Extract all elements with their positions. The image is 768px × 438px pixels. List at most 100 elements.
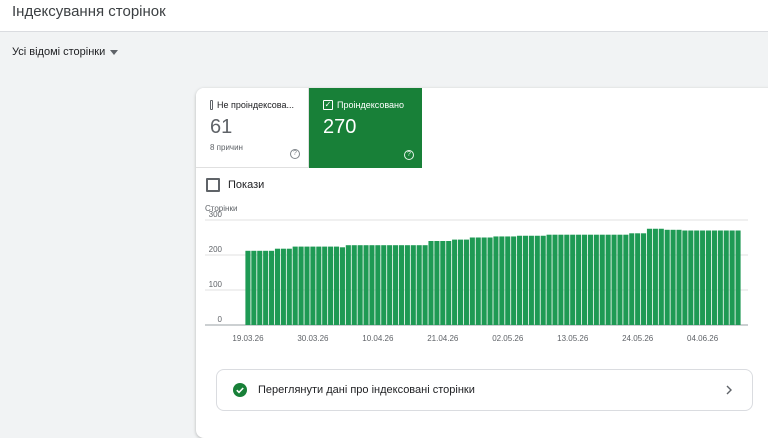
bar <box>688 230 694 325</box>
bar <box>505 236 511 325</box>
bar <box>304 246 310 325</box>
bar <box>440 241 446 325</box>
bar <box>635 233 641 325</box>
bar <box>269 250 275 325</box>
bar <box>469 237 475 325</box>
bar <box>404 245 410 325</box>
x-tick-label: 30.03.26 <box>297 334 329 343</box>
bar <box>475 237 481 325</box>
bar <box>658 228 664 325</box>
bar <box>522 235 529 325</box>
bar <box>416 245 422 325</box>
bar <box>617 234 623 325</box>
bar <box>552 234 558 325</box>
x-tick-label: 13.05.26 <box>557 334 589 343</box>
bar <box>369 245 375 325</box>
y-tick-label: 0 <box>218 315 223 324</box>
bar <box>546 234 552 325</box>
toggle-label: Покази <box>228 179 265 191</box>
bar <box>322 246 328 325</box>
bar <box>676 229 682 325</box>
bar <box>257 250 263 325</box>
bar <box>363 245 369 325</box>
x-tick-label: 21.04.26 <box>427 334 459 343</box>
report-card: Не проіндексова... 61 8 причин ? ✓ Проінд… <box>196 88 768 438</box>
x-tick-label: 24.05.26 <box>622 334 654 343</box>
bar <box>623 234 629 325</box>
tile-label: Не проіндексова... <box>217 100 294 110</box>
bar <box>381 245 387 325</box>
bar <box>292 246 298 325</box>
chart: Сторінки 0 100 200 300 19.03.26 30.03.26 10.04… <box>205 204 748 343</box>
help-icon[interactable]: ? <box>290 149 300 159</box>
bar <box>422 245 428 325</box>
bar <box>576 234 582 325</box>
bar <box>375 245 381 325</box>
bar <box>339 247 345 325</box>
bar <box>274 248 281 325</box>
help-icon[interactable]: ? <box>404 150 414 160</box>
not-indexed-tile[interactable]: Не проіндексова... 61 8 причин ? <box>196 88 309 168</box>
bar <box>345 245 351 325</box>
bar <box>534 235 540 325</box>
bar <box>670 229 676 325</box>
page-title: Індексування сторінок <box>12 3 166 20</box>
bar <box>493 236 499 325</box>
impressions-toggle[interactable]: Покази <box>206 178 264 192</box>
bar <box>652 228 658 325</box>
y-tick-label: 200 <box>209 245 223 254</box>
bar <box>729 230 735 325</box>
bar <box>587 234 593 325</box>
checkbox[interactable] <box>206 178 220 192</box>
bar <box>711 230 717 325</box>
bar <box>316 246 322 325</box>
bar <box>499 236 505 325</box>
bar <box>286 248 292 325</box>
bar <box>245 250 251 325</box>
bar <box>605 234 611 325</box>
bar <box>298 246 304 325</box>
bar <box>280 248 286 325</box>
y-tick-label: 300 <box>209 210 223 219</box>
bar <box>558 234 564 325</box>
bar <box>629 233 635 325</box>
bar <box>333 246 340 325</box>
x-tick-label: 04.06.26 <box>687 334 719 343</box>
checkbox[interactable] <box>210 100 214 110</box>
bar <box>540 235 546 325</box>
filter-dropdown[interactable]: Усі відомі сторінки <box>12 46 106 58</box>
bar <box>428 241 434 325</box>
bar <box>434 241 440 325</box>
y-axis-title: Сторінки <box>205 204 237 213</box>
checkbox[interactable]: ✓ <box>323 100 333 110</box>
bar <box>398 245 405 325</box>
bar <box>570 234 576 325</box>
bar <box>410 245 416 325</box>
bar <box>357 245 363 325</box>
bar <box>328 246 334 325</box>
bar <box>735 230 741 325</box>
bar <box>700 230 706 325</box>
bar <box>705 230 712 325</box>
bar <box>446 241 452 325</box>
x-tick-label: 19.03.26 <box>232 334 264 343</box>
x-tick-label: 02.05.26 <box>492 334 524 343</box>
bar <box>682 230 688 325</box>
header-bar: Індексування сторінок <box>0 0 768 32</box>
indexed-pages-link[interactable]: Переглянути дані про індексовані сторінк… <box>216 369 753 411</box>
bar <box>723 230 729 325</box>
bar <box>564 234 570 325</box>
y-tick-label: 100 <box>209 280 223 289</box>
bar <box>481 237 487 325</box>
check-icon <box>233 383 247 397</box>
bar <box>251 250 257 325</box>
bar <box>351 245 357 325</box>
bar <box>517 235 523 325</box>
dropdown-caret[interactable] <box>110 50 118 55</box>
bar <box>664 229 670 325</box>
tile-note: 8 причин <box>210 143 243 152</box>
link-label: Переглянути дані про індексовані сторінк… <box>258 384 475 396</box>
bar <box>393 245 399 325</box>
indexed-tile[interactable]: ✓ Проіндексовано 270 ? <box>309 88 422 168</box>
